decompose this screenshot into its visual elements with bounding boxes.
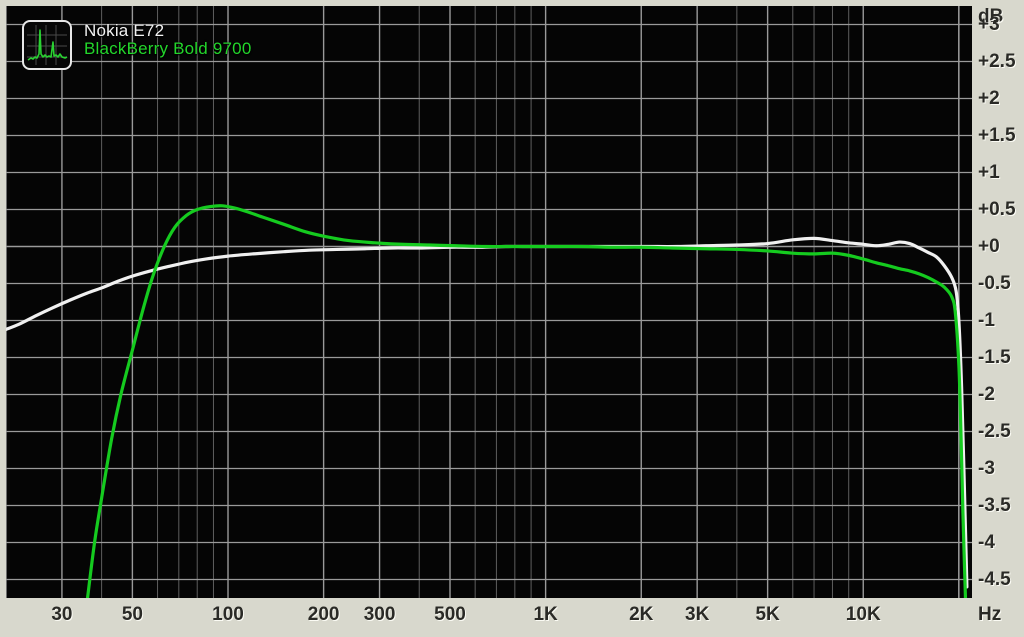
y-axis-unit-label: dB <box>978 6 1004 27</box>
y-tick-label: +2.5 <box>978 50 1016 72</box>
series-line-2 <box>85 204 968 598</box>
x-axis: 30 50 100 200 300 500 1K 2K 3K 5K 10K <box>0 598 1024 637</box>
y-tick-label: -1 <box>978 309 995 331</box>
x-tick-label: 5K <box>755 604 780 625</box>
y-tick-label: -3.5 <box>978 494 1011 516</box>
x-tick-label: 1K <box>533 604 558 625</box>
grid-layer <box>6 6 972 598</box>
x-axis-unit-label: Hz <box>978 604 1002 625</box>
y-tick-label: -4 <box>978 531 995 553</box>
x-tick-label: 10K <box>845 604 881 625</box>
y-tick-label: -3 <box>978 457 995 479</box>
x-tick-label: 200 <box>307 604 340 625</box>
y-tick-label: +2 <box>978 87 1000 109</box>
series-line-1 <box>6 236 969 589</box>
curves-layer <box>6 204 969 598</box>
y-tick-label: -2.5 <box>978 420 1011 442</box>
y-tick-label: +3 <box>978 13 1000 35</box>
y-tick-label: +0.5 <box>978 198 1016 220</box>
x-tick-label: 2K <box>629 604 654 625</box>
y-tick-label: -2 <box>978 383 995 405</box>
y-axis: dB +3 +2.5 +2 +1.5 +1 +0.5 +0 -0.5 -1 -1.5 -2 -2.5 -… <box>972 0 1024 598</box>
x-tick-label: 300 <box>363 604 396 625</box>
y-tick-label: -4.5 <box>978 568 1011 590</box>
y-tick-label: +0 <box>978 235 1000 257</box>
y-tick-label: -1.5 <box>978 346 1011 368</box>
x-tick-label: 30 <box>51 604 73 625</box>
plot-area: Nokia E72 BlackBerry Bold 9700 <box>6 6 972 598</box>
x-tick-label: 50 <box>121 604 143 625</box>
y-tick-label: +1 <box>978 161 1000 183</box>
y-tick-label: +1.5 <box>978 124 1016 146</box>
x-tick-label: 500 <box>434 604 466 625</box>
x-tick-label: 3K <box>685 604 710 625</box>
x-tick-label: 100 <box>212 604 244 625</box>
y-tick-label: -0.5 <box>978 272 1011 294</box>
